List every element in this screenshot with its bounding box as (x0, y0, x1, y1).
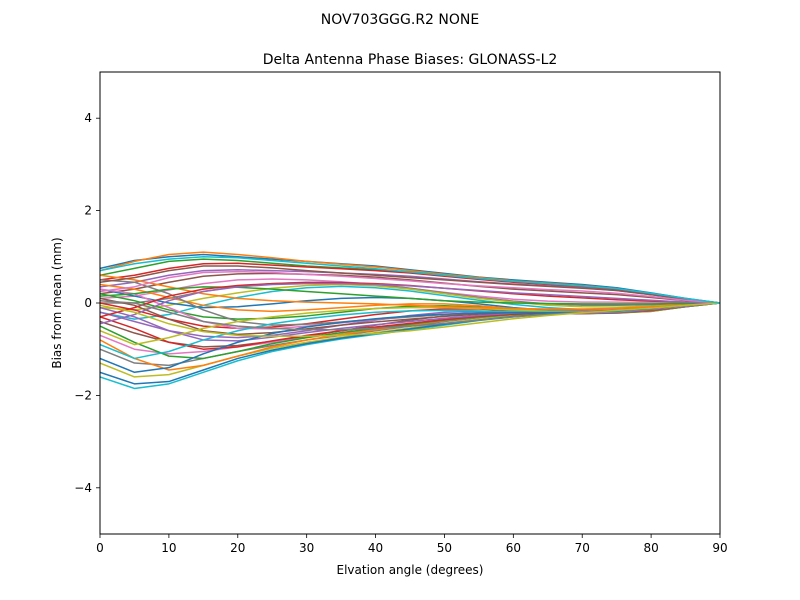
y-tick-label: −2 (74, 388, 92, 402)
x-axis-label: Elvation angle (degrees) (337, 563, 484, 577)
series-line-32 (100, 274, 720, 310)
x-tick-label: 60 (506, 541, 521, 555)
series-line-33 (100, 286, 720, 305)
y-axis-label: Bias from mean (mm) (50, 237, 64, 368)
series-line-39 (100, 302, 720, 338)
y-tick-label: −4 (74, 481, 92, 495)
x-tick-label: 80 (643, 541, 658, 555)
chart-title: Delta Antenna Phase Biases: GLONASS-L2 (263, 52, 558, 68)
x-tick-label: 50 (437, 541, 452, 555)
x-tick-label: 70 (575, 541, 590, 555)
series-line-36 (100, 265, 720, 304)
plot-area (100, 251, 720, 390)
x-tick-label: 20 (230, 541, 245, 555)
series-line-35 (100, 282, 720, 325)
x-tick-label: 30 (299, 541, 314, 555)
series-line-9 (100, 283, 720, 311)
x-tick-label: 0 (96, 541, 104, 555)
series-line-40 (100, 256, 720, 304)
y-tick-label: 0 (84, 296, 92, 310)
x-tick-label: 40 (368, 541, 383, 555)
series-line-6 (100, 272, 720, 304)
y-tick-label: 2 (84, 204, 92, 218)
series-line-1 (100, 253, 720, 304)
series-lines (100, 251, 720, 390)
chart-suptitle: NOV703GGG.R2 NONE (321, 12, 479, 28)
y-tick-label: 4 (84, 111, 92, 125)
series-line-4 (100, 262, 720, 304)
x-tick-label: 90 (712, 541, 727, 555)
y-axis: −4 −2 0 2 4 (74, 111, 100, 495)
x-axis: 0 10 20 30 40 50 60 70 80 90 (96, 534, 728, 555)
plot-frame (99, 71, 721, 535)
series-line-37 (100, 270, 720, 304)
x-tick-label: 10 (161, 541, 176, 555)
